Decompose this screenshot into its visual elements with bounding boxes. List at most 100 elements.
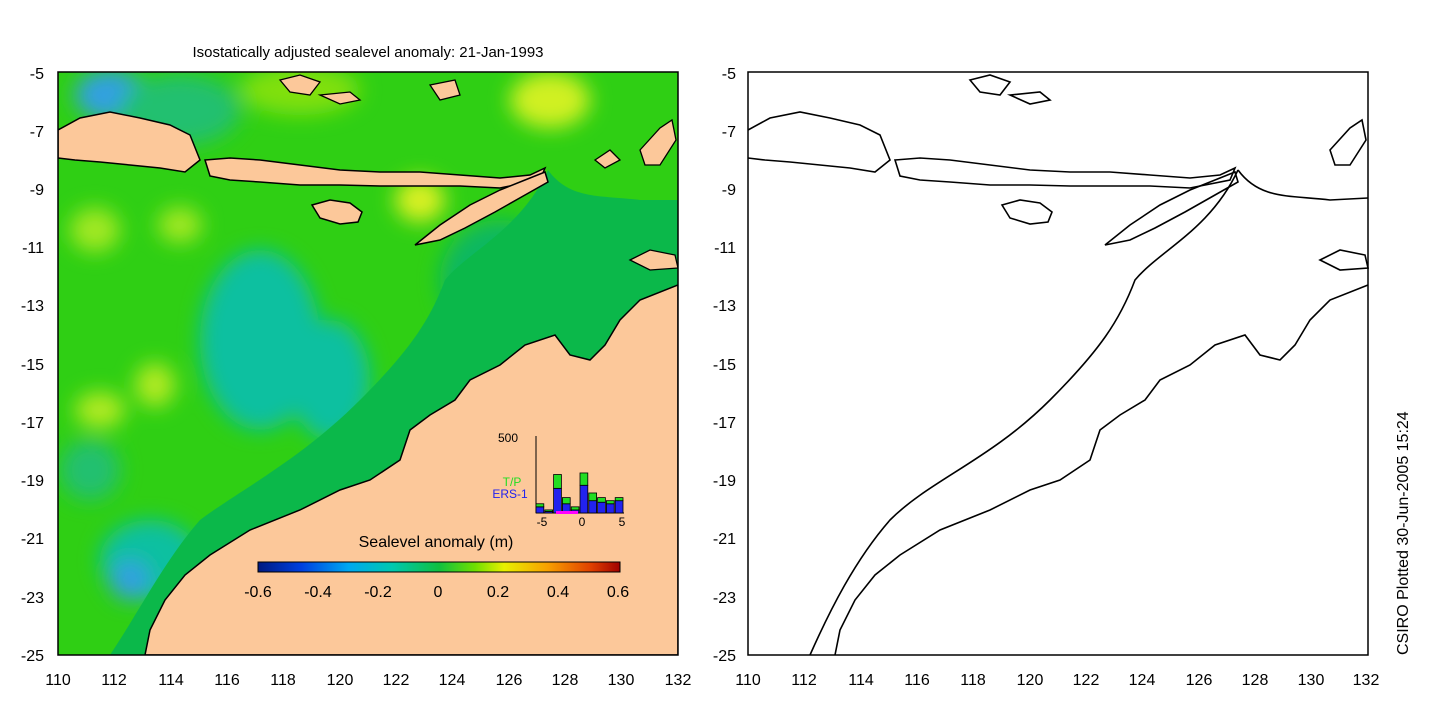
lon-label: 112 <box>101 672 127 689</box>
inset-legend-tp: T/P <box>503 475 522 489</box>
inset-bar-ers <box>606 503 615 514</box>
left-lon-labels: 110 112 114 116 118 120 122 124 126 128 … <box>45 672 691 689</box>
lat-label: -13 <box>713 298 736 315</box>
inset-x-tick: 0 <box>579 515 586 529</box>
lat-label: -21 <box>713 531 736 548</box>
colorbar-tick-labels: -0.6 -0.4 -0.2 0 0.2 0.4 0.6 <box>244 584 629 601</box>
lat-label: -25 <box>21 648 44 665</box>
credit-text: CSIRO Plotted 30-Jun-2005 15:24 <box>1395 411 1412 655</box>
lon-label: 116 <box>214 672 240 689</box>
lon-label: 124 <box>1129 672 1156 689</box>
inset-x-tick-labels: -5 0 5 <box>537 515 626 529</box>
inset-bar-tp <box>535 503 545 508</box>
lat-label: -7 <box>722 124 736 141</box>
inset-x-tick: -5 <box>537 515 548 529</box>
lon-label: 120 <box>1017 672 1044 689</box>
lon-label: 128 <box>1242 672 1269 689</box>
lon-label: 130 <box>1298 672 1325 689</box>
inset-bar-tp <box>553 474 562 489</box>
inset-y-max-label: 500 <box>498 431 518 445</box>
left-lat-labels: -5 -7 -9 -11 -13 -15 -17 -19 -21 -23 -25 <box>21 66 44 665</box>
timor-island <box>414 170 549 246</box>
map-title: Isostatically adjusted sealevel anomaly:… <box>192 44 543 61</box>
lon-label: 126 <box>1186 672 1213 689</box>
lat-label: -5 <box>30 66 44 83</box>
inset-bar-ers <box>614 500 624 514</box>
lon-label: 114 <box>848 672 874 689</box>
inset-bar-ers <box>553 487 562 514</box>
lat-label: -5 <box>722 66 736 83</box>
lon-label: 132 <box>1353 672 1380 689</box>
lon-label: 124 <box>439 672 466 689</box>
right-map: -5 -7 -9 -11 -13 -15 -17 -19 -21 -23 -25… <box>713 66 1380 689</box>
colorbar-tick: 0 <box>434 584 443 601</box>
inset-bar-tp <box>579 472 589 486</box>
lon-label: 110 <box>735 672 761 689</box>
colorbar-ramp <box>257 561 621 573</box>
lat-label: -25 <box>713 648 736 665</box>
lat-label: -7 <box>30 124 44 141</box>
sumba-island <box>310 199 363 225</box>
colorbar-tick: -0.4 <box>304 584 332 601</box>
inset-bar-ers <box>535 506 545 514</box>
inset-bar-tp <box>597 497 606 503</box>
lat-label: -15 <box>713 357 736 374</box>
lon-label: 130 <box>608 672 635 689</box>
inset-legend-ers: ERS-1 <box>492 487 528 501</box>
inset-bar-ers <box>588 500 597 514</box>
colorbar-tick: 0.4 <box>547 584 569 601</box>
lon-label: 132 <box>665 672 692 689</box>
colorbar: Sealevel anomaly (m) -0.6 -0.4 -0.2 0 0.… <box>244 534 629 601</box>
lat-label: -23 <box>713 590 736 607</box>
inset-bar-ers <box>597 501 606 514</box>
lon-label: 120 <box>327 672 354 689</box>
lat-label: -13 <box>21 298 44 315</box>
right-lon-labels: 110 112 114 116 118 120 122 124 126 128 … <box>735 672 1379 689</box>
lon-label: 110 <box>45 672 71 689</box>
lat-label: -23 <box>21 590 44 607</box>
lon-label: 114 <box>158 672 184 689</box>
right-lat-labels: -5 -7 -9 -11 -13 -15 -17 -19 -21 -23 -25 <box>713 66 736 665</box>
lat-label: -17 <box>21 415 44 432</box>
inset-histogram: 500 T/P ERS-1 -5 0 5 <box>492 431 625 529</box>
lon-label: 126 <box>496 672 523 689</box>
northern-islands <box>278 74 678 271</box>
lon-label: 118 <box>270 672 296 689</box>
inset-bar-tp <box>606 500 615 505</box>
lat-label: -9 <box>722 182 736 199</box>
inset-bar-tp <box>570 506 580 511</box>
colorbar-tick: 0.2 <box>487 584 509 601</box>
java-island <box>58 111 201 173</box>
left-map: Sealevel anomaly (m) -0.6 -0.4 -0.2 0 0.… <box>21 66 692 689</box>
colorbar-tick: -0.2 <box>364 584 392 601</box>
inset-bars <box>535 472 624 514</box>
colorbar-tick: 0.6 <box>607 584 629 601</box>
colorbar-title: Sealevel anomaly (m) <box>359 534 514 551</box>
inset-bar-ers <box>579 484 589 514</box>
lat-label: -11 <box>714 240 736 257</box>
lon-label: 116 <box>904 672 930 689</box>
inset-bar-tp <box>588 492 597 502</box>
inset-time-marker <box>556 511 578 514</box>
inset-bar-tp <box>544 509 553 512</box>
lon-label: 128 <box>552 672 579 689</box>
colorbar-tick: -0.6 <box>244 584 272 601</box>
lat-label: -15 <box>21 357 44 374</box>
lon-label: 122 <box>1073 672 1100 689</box>
left-map-frame <box>57 71 679 656</box>
inset-x-tick: 5 <box>619 515 626 529</box>
inset-bar-tp <box>562 497 571 505</box>
lat-label: -9 <box>30 182 44 199</box>
inset-bar-tp <box>614 497 624 502</box>
lon-label: 122 <box>383 672 410 689</box>
lat-label: -21 <box>21 531 44 548</box>
right-coastlines <box>747 74 1369 656</box>
lat-label: -19 <box>21 473 44 490</box>
lon-label: 112 <box>791 672 817 689</box>
lon-label: 118 <box>960 672 986 689</box>
right-map-frame <box>747 71 1369 656</box>
lat-label: -17 <box>713 415 736 432</box>
lat-label: -19 <box>713 473 736 490</box>
lat-label: -11 <box>22 240 44 257</box>
